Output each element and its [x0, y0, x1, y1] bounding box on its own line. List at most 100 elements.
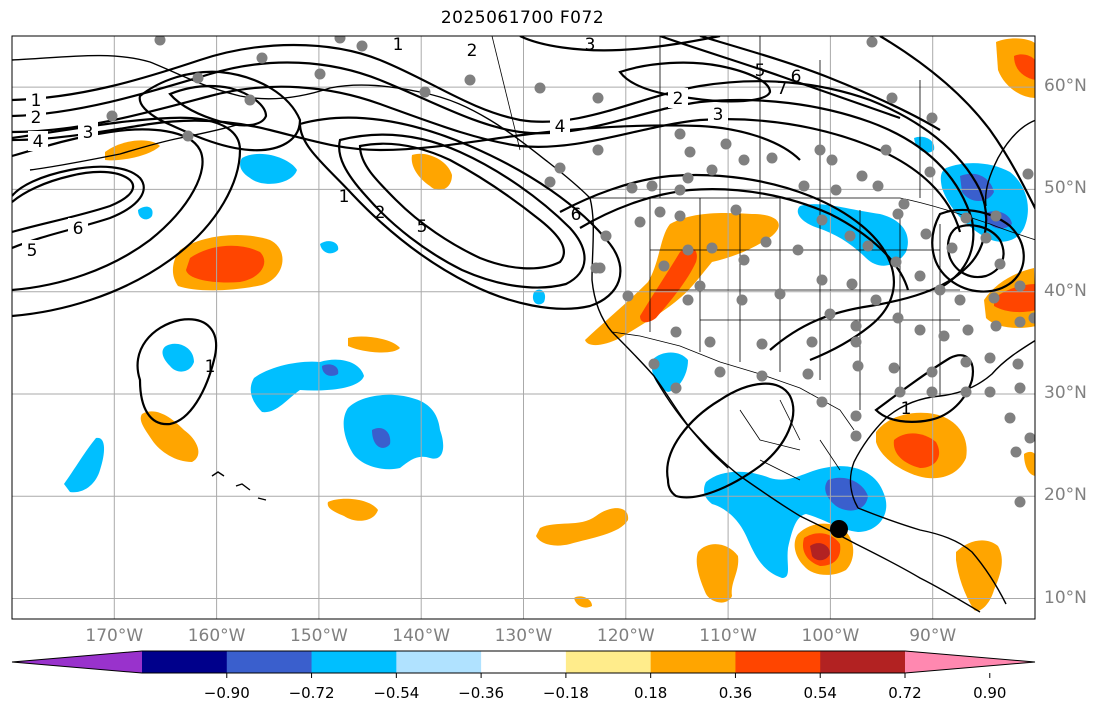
contour-label: 1: [205, 357, 216, 377]
blue-blob: [138, 206, 153, 220]
map-frame: [11, 35, 1036, 620]
contour-label: 5: [27, 241, 38, 261]
colorbar-tick-label: 0.36: [718, 684, 753, 702]
lat-tick-label: 20°N: [1044, 485, 1087, 506]
contour-3: [12, 85, 962, 233]
lon-tick-label: 170°W: [85, 626, 144, 646]
contour-bering-2: [168, 84, 268, 127]
station-dot: [850, 336, 862, 348]
station-dot: [244, 94, 256, 106]
baja-peninsula: [653, 375, 729, 469]
contour-label: 6: [73, 219, 84, 239]
station-dot: [888, 362, 900, 374]
station-dot: [774, 288, 786, 300]
contour-label: 7: [777, 79, 788, 99]
lon-tick-label: 160°W: [187, 626, 246, 646]
station-dot: [720, 138, 732, 150]
contour-label: 2: [467, 41, 478, 61]
blue-blob: [651, 352, 688, 392]
station-dot: [914, 270, 926, 282]
gulf-coast: [849, 339, 1035, 509]
lat-tick-label: 10°N: [1044, 587, 1087, 608]
lat-tick-label: 30°N: [1044, 382, 1087, 403]
station-dot: [924, 166, 936, 178]
station-dot: [682, 172, 694, 184]
contour-label: 1: [339, 187, 350, 207]
us-canada-border: [590, 197, 1035, 241]
colorbar-tick-label: −0.72: [288, 684, 335, 702]
station-dot: [1028, 312, 1035, 324]
colorbar-tick-label: 0.90: [973, 684, 1007, 702]
station-dot: [592, 144, 604, 156]
colorbar: [11, 650, 1036, 678]
red-blob: [1014, 54, 1035, 80]
hudson-coast: [984, 119, 1035, 207]
colorbar-tick-label: 0.54: [803, 684, 837, 702]
station-dot: [826, 154, 838, 166]
station-dot: [648, 358, 660, 370]
lon-tick-label: 120°W: [596, 626, 655, 646]
station-dot: [670, 326, 682, 338]
indigo-blob: [322, 364, 339, 376]
station-dot: [926, 366, 938, 378]
station-dot: [798, 180, 810, 192]
contour-label: 3: [713, 105, 724, 125]
station-dot: [814, 144, 826, 156]
contour-low-west-2: [338, 133, 586, 289]
station-dot: [830, 184, 842, 196]
station-dot: [890, 256, 902, 268]
station-dot: [766, 152, 778, 164]
station-dot: [760, 236, 772, 248]
station-dot: [736, 294, 748, 306]
station-dot: [704, 336, 716, 348]
station-dot: [792, 244, 804, 256]
colorbar-tick-label: −0.54: [373, 684, 420, 702]
station-dot: [1014, 382, 1026, 394]
station-dot: [626, 182, 638, 194]
red-blob: [186, 245, 265, 283]
station-dot: [914, 324, 926, 336]
station-dot: [870, 294, 882, 306]
station-dot: [334, 36, 346, 44]
lat-tick-label: 40°N: [1044, 280, 1087, 301]
map-canvas: 1 2 3 4 6 5 1 2 3 4 1 2 5 2 3 5 6 7: [12, 35, 1035, 619]
contour-bering-1: [138, 70, 302, 152]
blue-blob: [320, 241, 339, 254]
contour-north: [618, 61, 772, 103]
contour-label: 1: [901, 399, 912, 419]
colorbar-segment: [820, 651, 906, 673]
contour-north-5: [879, 36, 1035, 211]
map-title: 2025061700 F072: [440, 8, 605, 28]
station-dot: [1014, 316, 1026, 328]
station-dot: [1010, 446, 1022, 458]
orange-blob: [411, 153, 452, 191]
colorbar-tick-label: −0.18: [542, 684, 589, 702]
contour-4: [12, 119, 801, 161]
mexico-states: [739, 399, 841, 481]
station-dot: [844, 230, 856, 242]
blue-blob: [532, 289, 546, 305]
station-dot: [892, 312, 904, 324]
station-dot: [356, 40, 368, 52]
station-dot: [872, 180, 884, 192]
station-dot: [594, 262, 606, 274]
brick-blob: [810, 543, 830, 561]
contour-label: 2: [673, 89, 684, 109]
colorbar-segment: [226, 651, 313, 673]
station-dot: [634, 216, 646, 228]
contour-label: 3: [585, 35, 596, 55]
colorbar-segment: [396, 651, 482, 673]
orange-blob: [956, 540, 1002, 611]
contour-1: [12, 43, 988, 351]
station-dot: [960, 212, 972, 224]
station-dot: [866, 36, 878, 48]
station-dot: [730, 204, 742, 216]
contour-north-2: [519, 36, 721, 52]
lat-tick-label: 50°N: [1044, 178, 1087, 199]
colorbar-tick-label: −0.90: [203, 684, 250, 702]
contour-label: 2: [31, 108, 42, 128]
station-dot: [684, 146, 696, 158]
canada-provinces: [659, 36, 921, 198]
contour-north-4: [699, 36, 941, 131]
